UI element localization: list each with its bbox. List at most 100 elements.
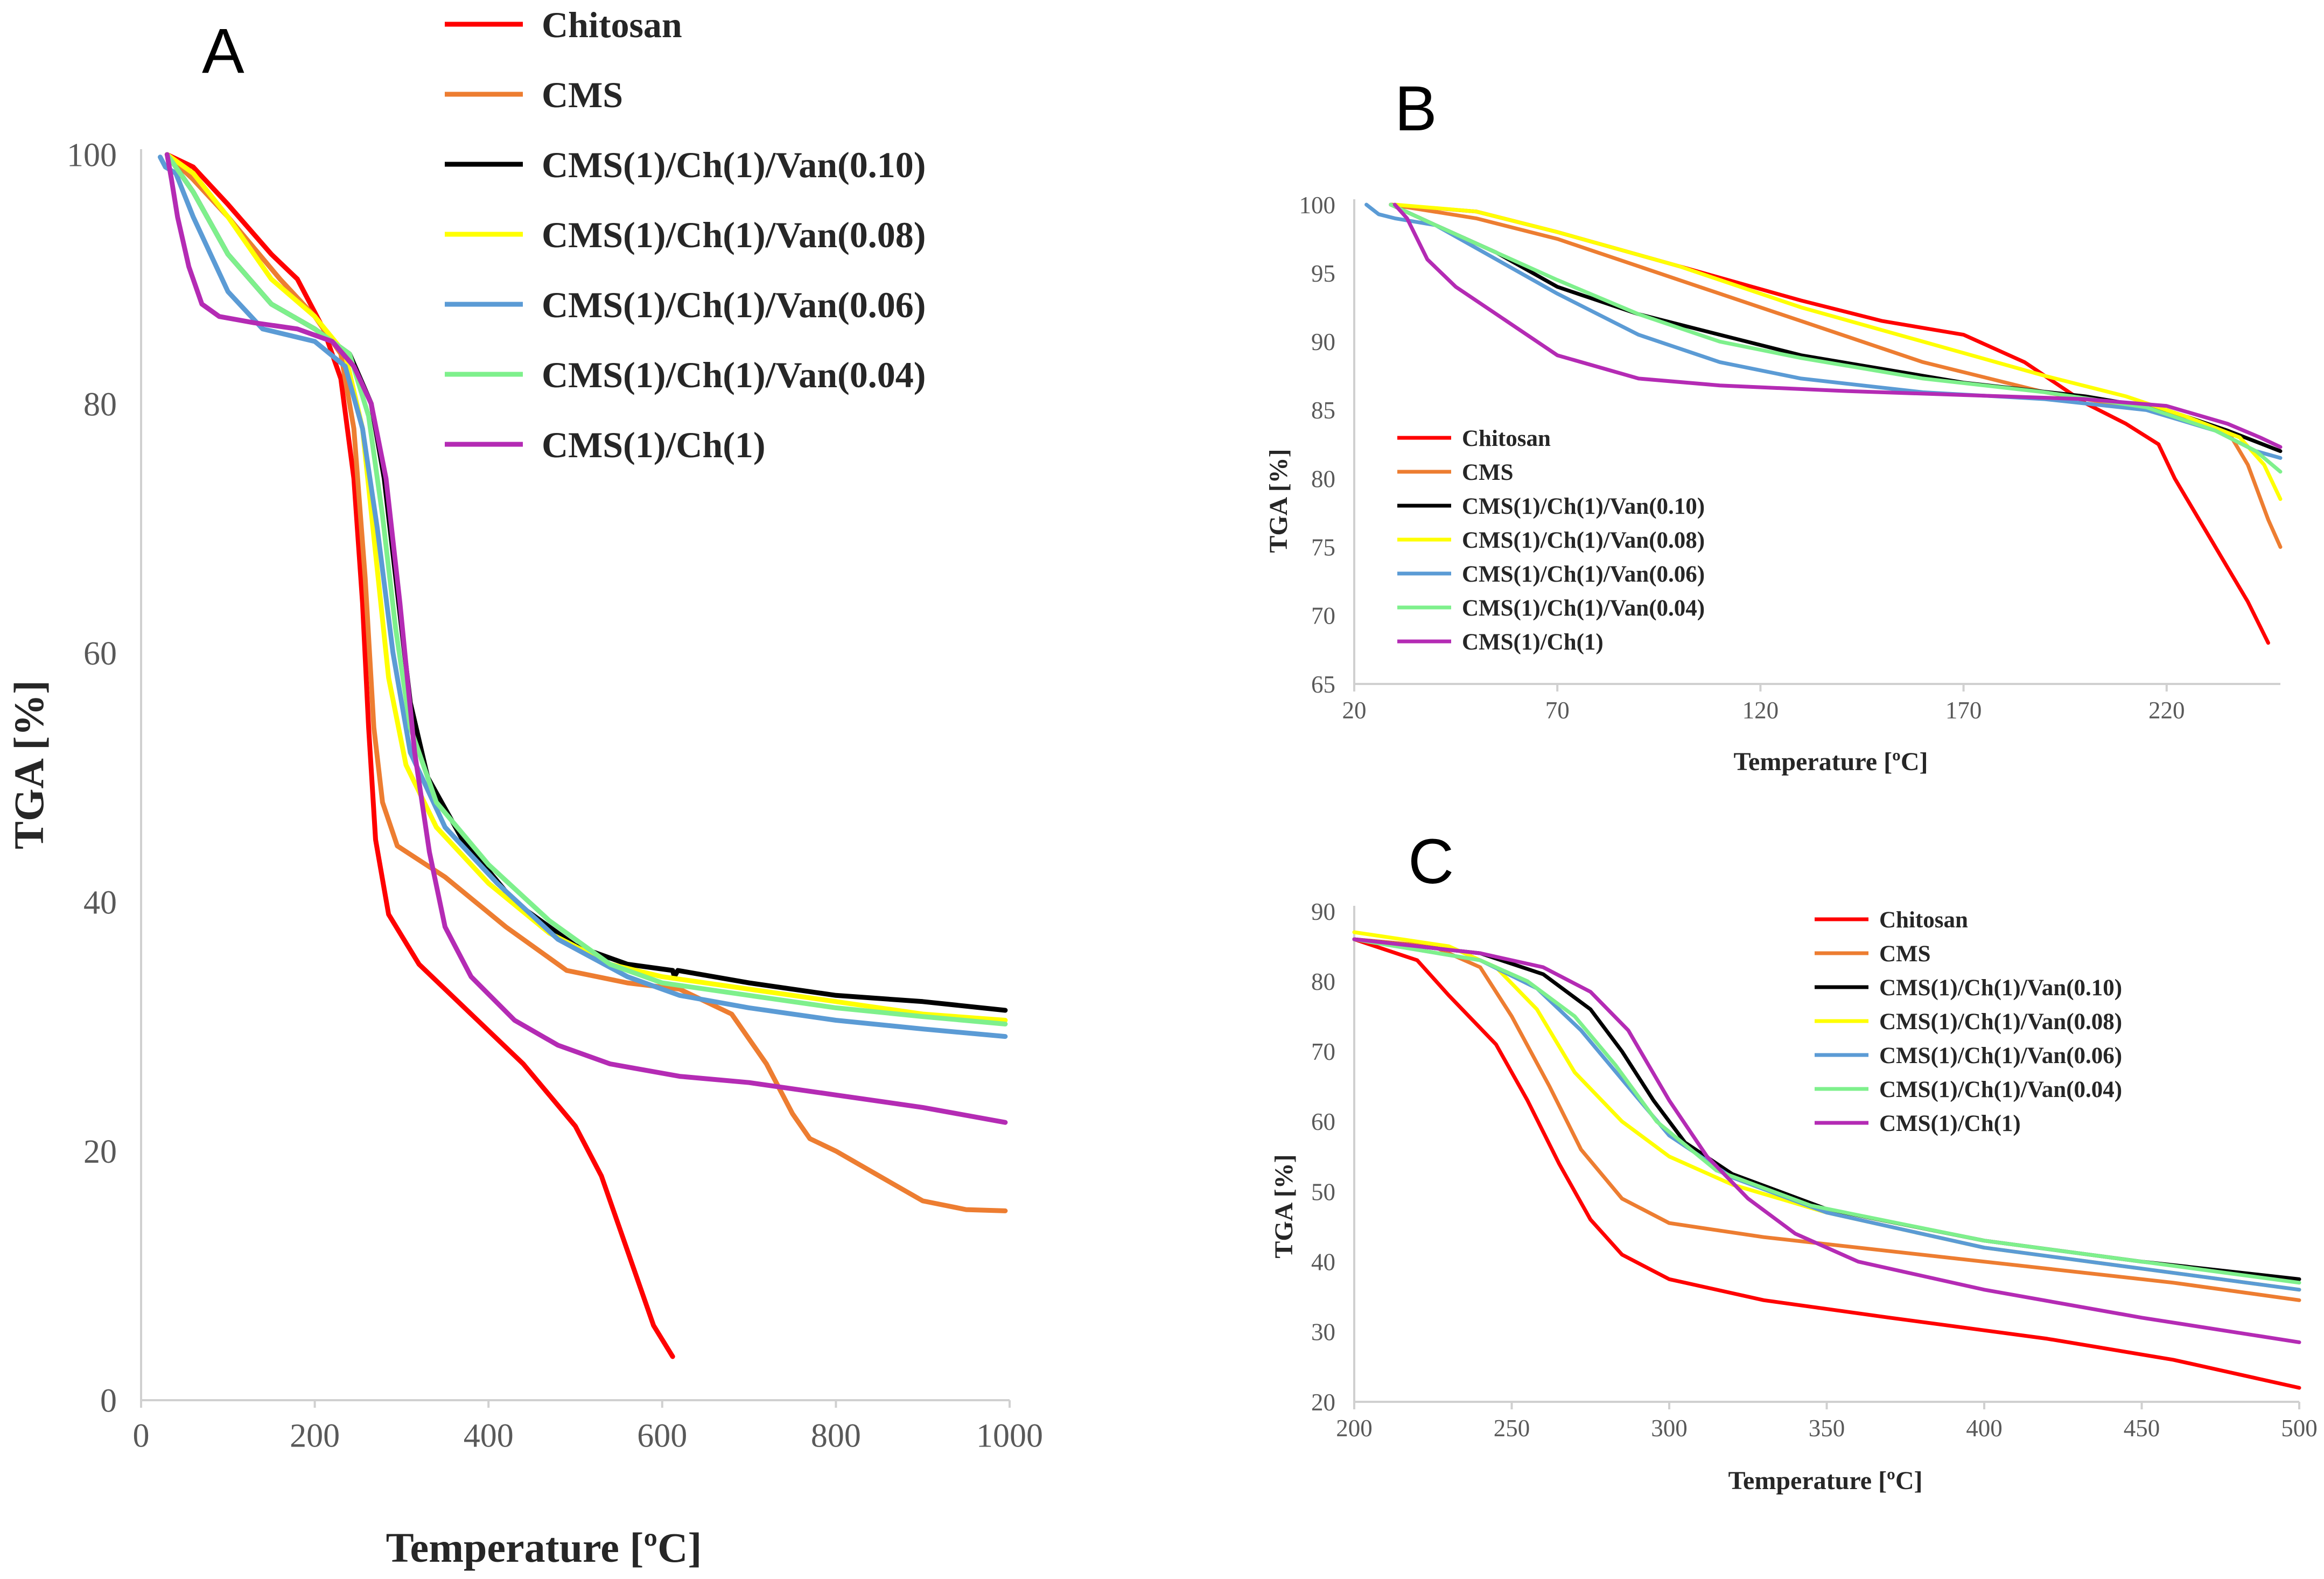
panel-c-chart: C 200 250 300 350 400 450 5002030405060708090 … bbox=[1270, 826, 2318, 1495]
legend-item: CMS(1)/Ch(1)/Van(0.10) bbox=[1815, 975, 2122, 1001]
x-tick-label: 400 bbox=[1966, 1415, 2003, 1442]
legend-label: CMS(1)/Ch(1)/Van(0.06) bbox=[1462, 562, 1705, 587]
y-tick-label: 60 bbox=[1311, 1108, 1335, 1135]
series-line-cms-1-ch-1 bbox=[1392, 202, 2283, 449]
x-tick-label: 1000 bbox=[976, 1418, 1043, 1455]
x-tick-label: 300 bbox=[1651, 1415, 1688, 1442]
panel-c-ticks: 200 250 300 350 400 450 500 20 30 40 50 60 70 80 90 bbox=[1311, 898, 2318, 1442]
series-line-chitosan bbox=[1352, 937, 2301, 1390]
legend-item: CMS(1)/Ch(1)/Van(0.08) bbox=[445, 214, 926, 255]
series-line-chitosan bbox=[164, 152, 675, 1359]
panel-a-ticks: 0 200 400 600 800 1000 0 20 40 60 80 100 bbox=[67, 137, 1043, 1455]
panel-a-axes bbox=[140, 149, 1010, 1401]
x-tick-label: 70 bbox=[1545, 697, 1570, 724]
y-tick-label: 30 bbox=[1311, 1319, 1335, 1346]
legend-item: CMS(1)/Ch(1)/Van(0.08) bbox=[1815, 1009, 2122, 1035]
series-line-cms-1-ch-1-van-0-08 bbox=[1392, 202, 2283, 501]
panel-b-series bbox=[1364, 202, 2283, 645]
legend-item: CMS(1)/Ch(1)/Van(0.04) bbox=[445, 354, 926, 395]
x-tick-label: 170 bbox=[1945, 697, 1982, 724]
legend-label: CMS(1)/Ch(1)/Van(0.04) bbox=[1879, 1077, 2122, 1102]
y-tick-label: 70 bbox=[1311, 1038, 1335, 1065]
x-tick-label: 400 bbox=[464, 1418, 514, 1455]
y-tick-label: 50 bbox=[1311, 1178, 1335, 1205]
y-tick-label: 95 bbox=[1311, 260, 1335, 287]
x-tick-label: 450 bbox=[2124, 1415, 2160, 1442]
x-tick-label: 500 bbox=[2281, 1415, 2318, 1442]
y-tick-label: 40 bbox=[1311, 1248, 1335, 1275]
legend-label: CMS bbox=[542, 74, 623, 115]
series-line-cms-1-ch-1 bbox=[164, 152, 1008, 1125]
series-line-cms-1-ch-1 bbox=[1352, 937, 2301, 1344]
y-tick-label: 100 bbox=[1299, 192, 1336, 219]
legend-item: CMS(1)/Ch(1)/Van(0.06) bbox=[445, 284, 926, 325]
legend-item: CMS(1)/Ch(1)/Van(0.10) bbox=[1397, 494, 1705, 519]
legend-item: CMS(1)/Ch(1)/Van(0.06) bbox=[1815, 1043, 2122, 1068]
legend-label: Chitosan bbox=[1879, 907, 1968, 933]
y-tick-label: 65 bbox=[1311, 671, 1335, 698]
legend-label: CMS(1)/Ch(1) bbox=[1462, 630, 1604, 655]
y-axis-title: TGA [%] bbox=[5, 680, 52, 849]
y-tick-label: 0 bbox=[100, 1383, 117, 1420]
x-tick-label: 120 bbox=[1742, 697, 1779, 724]
legend-label: CMS(1)/Ch(1)/Van(0.04) bbox=[1462, 596, 1705, 621]
panel-b-ticks: 20 70 120 170 220 65 70 75 80 85 90 95 100 bbox=[1299, 192, 2185, 724]
x-axis-title: Temperature [ºC] bbox=[1728, 1466, 1922, 1495]
panel-c-legend: Chitosan CMS CMS(1)/Ch(1)/Van(0.10) CMS(1)/… bbox=[1815, 907, 2122, 1136]
y-tick-label: 40 bbox=[83, 885, 117, 921]
x-axis-title: Temperature [ºC] bbox=[386, 1524, 702, 1571]
panel-label: A bbox=[202, 16, 244, 87]
legend-label: CMS(1)/Ch(1)/Van(0.10) bbox=[1462, 494, 1705, 519]
legend-item: Chitosan bbox=[1815, 907, 1968, 933]
legend-item: CMS(1)/Ch(1)/Van(0.04) bbox=[1815, 1077, 2122, 1102]
x-tick-label: 0 bbox=[133, 1418, 150, 1455]
series-line-cms bbox=[1352, 937, 2301, 1302]
legend-label: CMS bbox=[1879, 941, 1931, 967]
panel-c-series bbox=[1352, 930, 2301, 1390]
y-tick-label: 80 bbox=[1311, 465, 1335, 492]
panel-b-axes bbox=[1353, 199, 2280, 685]
series-line-cms-1-ch-1-van-0-06 bbox=[158, 155, 1008, 1039]
series-line-cms-1-ch-1-van-0-04 bbox=[1389, 202, 2283, 474]
y-tick-label: 20 bbox=[1311, 1389, 1335, 1416]
y-tick-label: 100 bbox=[67, 137, 117, 174]
y-tick-label: 20 bbox=[83, 1134, 117, 1170]
legend-item: CMS(1)/Ch(1) bbox=[1815, 1111, 2021, 1136]
y-tick-label: 90 bbox=[1311, 329, 1335, 355]
panel-b-chart: B 20 70 120 170 220 65 70 75 80 85 90 95 100 Tempera… bbox=[1264, 73, 2283, 776]
series-line-cms-1-ch-1-van-0-08 bbox=[164, 152, 1008, 1023]
legend-label: CMS(1)/Ch(1)/Van(0.04) bbox=[542, 354, 926, 395]
y-axis-title: TGA [%] bbox=[1264, 449, 1293, 553]
legend-item: Chitosan bbox=[1397, 426, 1551, 451]
legend-label: CMS(1)/Ch(1)/Van(0.08) bbox=[1462, 528, 1705, 553]
legend-item: CMS(1)/Ch(1) bbox=[1397, 630, 1604, 655]
legend-item: CMS(1)/Ch(1)/Van(0.04) bbox=[1397, 596, 1705, 621]
x-tick-label: 220 bbox=[2148, 697, 2185, 724]
legend-item: CMS(1)/Ch(1)/Van(0.06) bbox=[1397, 562, 1705, 587]
x-axis-title: Temperature [ºC] bbox=[1733, 747, 1928, 776]
legend-item: CMS bbox=[1815, 941, 1931, 967]
y-tick-label: 80 bbox=[1311, 968, 1335, 995]
legend-label: CMS(1)/Ch(1)/Van(0.06) bbox=[542, 284, 926, 325]
legend-label: Chitosan bbox=[542, 4, 682, 45]
legend-label: CMS(1)/Ch(1)/Van(0.08) bbox=[1879, 1009, 2122, 1035]
x-tick-label: 200 bbox=[1336, 1415, 1373, 1442]
legend-item: CMS(1)/Ch(1)/Van(0.10) bbox=[445, 144, 926, 185]
x-tick-label: 250 bbox=[1494, 1415, 1530, 1442]
legend-label: CMS(1)/Ch(1) bbox=[542, 424, 766, 465]
y-tick-label: 75 bbox=[1311, 534, 1335, 561]
legend-label: CMS(1)/Ch(1)/Van(0.06) bbox=[1879, 1043, 2122, 1068]
y-tick-label: 85 bbox=[1311, 397, 1335, 424]
x-tick-label: 600 bbox=[637, 1418, 687, 1455]
y-tick-label: 70 bbox=[1311, 603, 1335, 630]
legend-item: CMS bbox=[1397, 460, 1514, 485]
x-tick-label: 200 bbox=[290, 1418, 340, 1455]
x-tick-label: 20 bbox=[1342, 697, 1367, 724]
y-axis-title: TGA [%] bbox=[1270, 1154, 1298, 1258]
y-tick-label: 80 bbox=[83, 386, 117, 423]
panel-label: C bbox=[1408, 826, 1454, 897]
y-tick-label: 60 bbox=[83, 635, 117, 672]
legend-label: CMS(1)/Ch(1) bbox=[1879, 1111, 2021, 1136]
legend-item: Chitosan bbox=[445, 4, 682, 45]
